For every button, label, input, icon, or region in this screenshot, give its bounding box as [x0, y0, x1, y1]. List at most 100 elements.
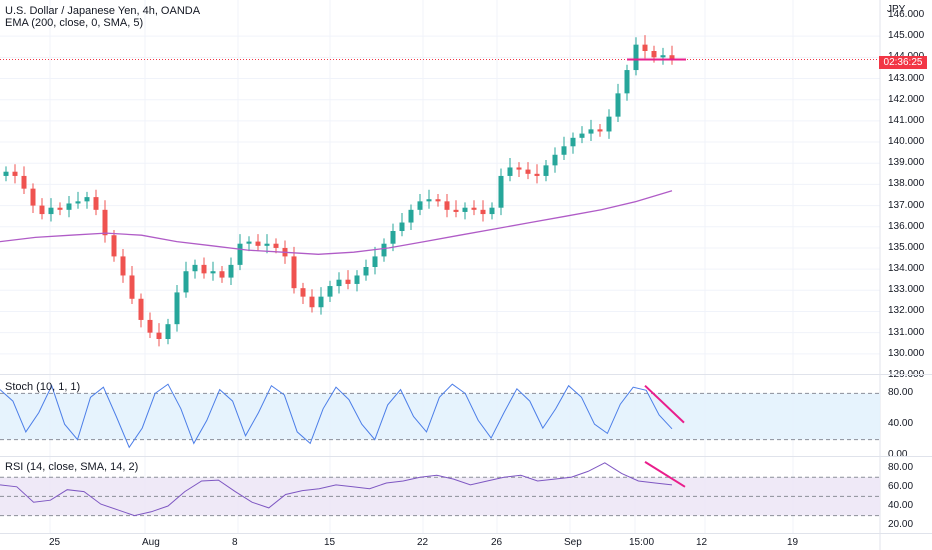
rsi-title[interactable]: RSI (14, close, SMA, 14, 2) — [5, 461, 139, 473]
price-tick-label: 141.000 — [888, 114, 925, 126]
price-tick-label: 142.000 — [888, 93, 925, 105]
candle-body — [300, 288, 306, 297]
candle-body — [489, 207, 495, 215]
candle-body — [255, 241, 261, 246]
candle-body — [606, 116, 612, 132]
rsi-tick-label: 60.00 — [888, 480, 914, 492]
stoch-tick-label: 80.00 — [888, 387, 914, 399]
candle-body — [147, 319, 153, 333]
stoch-divergence-line — [644, 384, 685, 424]
price-tick-label: 146.000 — [888, 9, 925, 20]
candle-body — [435, 199, 441, 202]
candle-body — [39, 205, 45, 215]
price-tick-label: 132.000 — [888, 305, 925, 317]
candle-body — [615, 93, 621, 117]
candle-body — [552, 154, 558, 166]
time-tick-label: 22 — [417, 537, 429, 548]
candle-body — [129, 275, 135, 299]
candle-body — [642, 44, 648, 51]
rsi-divergence-line — [644, 460, 686, 488]
candle-body — [102, 209, 108, 236]
candle-body — [264, 243, 270, 246]
candle-body — [426, 199, 432, 202]
candle-body — [57, 207, 63, 210]
candle-body — [525, 169, 531, 174]
stoch-line — [0, 383, 673, 449]
price-tick-label: 138.000 — [888, 178, 925, 190]
candle-body — [327, 286, 333, 297]
candle-body — [66, 203, 72, 210]
stoch-band — [0, 393, 880, 440]
rsi-tick-label: 20.00 — [888, 519, 914, 531]
candle-body — [624, 70, 630, 94]
candle-body — [381, 243, 387, 257]
time-tick-label: 15:00 — [629, 537, 655, 548]
candle-body — [561, 146, 567, 155]
candle-body — [480, 209, 486, 215]
candle-body — [21, 175, 27, 189]
rsi-tick-label: 40.00 — [888, 500, 914, 511]
candle-body — [498, 175, 504, 208]
time-tick-label: 26 — [491, 537, 503, 548]
candle-body — [345, 279, 351, 284]
symbol-title[interactable]: U.S. Dollar / Japanese Yen, 4h, OANDA — [5, 5, 201, 17]
candle-body — [633, 44, 639, 71]
rsi-tick-label: 80.00 — [888, 461, 914, 473]
time-tick-label: 25 — [49, 537, 61, 548]
stoch-title[interactable]: Stoch (10, 1, 1) — [5, 381, 81, 393]
candle-body — [3, 171, 9, 176]
candle-body — [210, 271, 216, 274]
price-tick-label: 143.000 — [888, 72, 925, 84]
stoch-tick-label: 0.00 — [888, 449, 908, 460]
price-tick-label: 140.000 — [888, 136, 925, 148]
price-tick-label: 130.000 — [888, 347, 925, 359]
candle-body — [534, 173, 540, 176]
time-tick-label: Aug — [142, 537, 160, 548]
candle-body — [111, 235, 117, 257]
candle-body — [183, 271, 189, 293]
candle-body — [336, 279, 342, 287]
candle-body — [462, 207, 468, 212]
ema-indicator-title[interactable]: EMA (200, close, 0, SMA, 5) — [5, 17, 144, 29]
candle-body — [237, 243, 243, 265]
ema-line — [0, 190, 673, 255]
candle-body — [309, 296, 315, 308]
price-tick-label: 136.000 — [888, 220, 925, 232]
candle-body — [84, 197, 90, 202]
time-tick-label: 12 — [696, 537, 708, 548]
candle-body — [516, 167, 522, 170]
candle-body — [390, 231, 396, 244]
candle-body — [219, 271, 225, 278]
candle-body — [246, 241, 252, 244]
rsi-band — [0, 477, 880, 516]
candle-body — [228, 264, 234, 278]
candle-body — [399, 222, 405, 231]
candle-body — [669, 55, 675, 60]
candle-body — [138, 298, 144, 320]
candle-body — [588, 129, 594, 134]
candle-body — [372, 256, 378, 267]
candle-body — [597, 129, 603, 132]
candle-body — [201, 264, 207, 274]
candle-body — [579, 133, 585, 138]
time-axis-divider — [0, 533, 932, 534]
price-tick-label: 137.000 — [888, 199, 925, 211]
candle-body — [156, 332, 162, 339]
candle-body — [651, 51, 657, 58]
candle-body — [444, 201, 450, 210]
candle-body — [120, 256, 126, 276]
candle-body — [570, 137, 576, 147]
candle-body — [417, 201, 423, 210]
pane-divider-stoch[interactable] — [0, 374, 932, 375]
candle-body — [507, 167, 513, 176]
time-tick-label: Sep — [564, 537, 582, 548]
candle-body — [93, 197, 99, 210]
candle-body — [543, 165, 549, 176]
candle-body — [165, 324, 171, 339]
price-tick-label: 145.000 — [888, 30, 925, 42]
pane-divider-rsi[interactable] — [0, 456, 932, 457]
price-tick-label: 134.000 — [888, 263, 925, 275]
price-tick-label: 139.000 — [888, 157, 925, 169]
